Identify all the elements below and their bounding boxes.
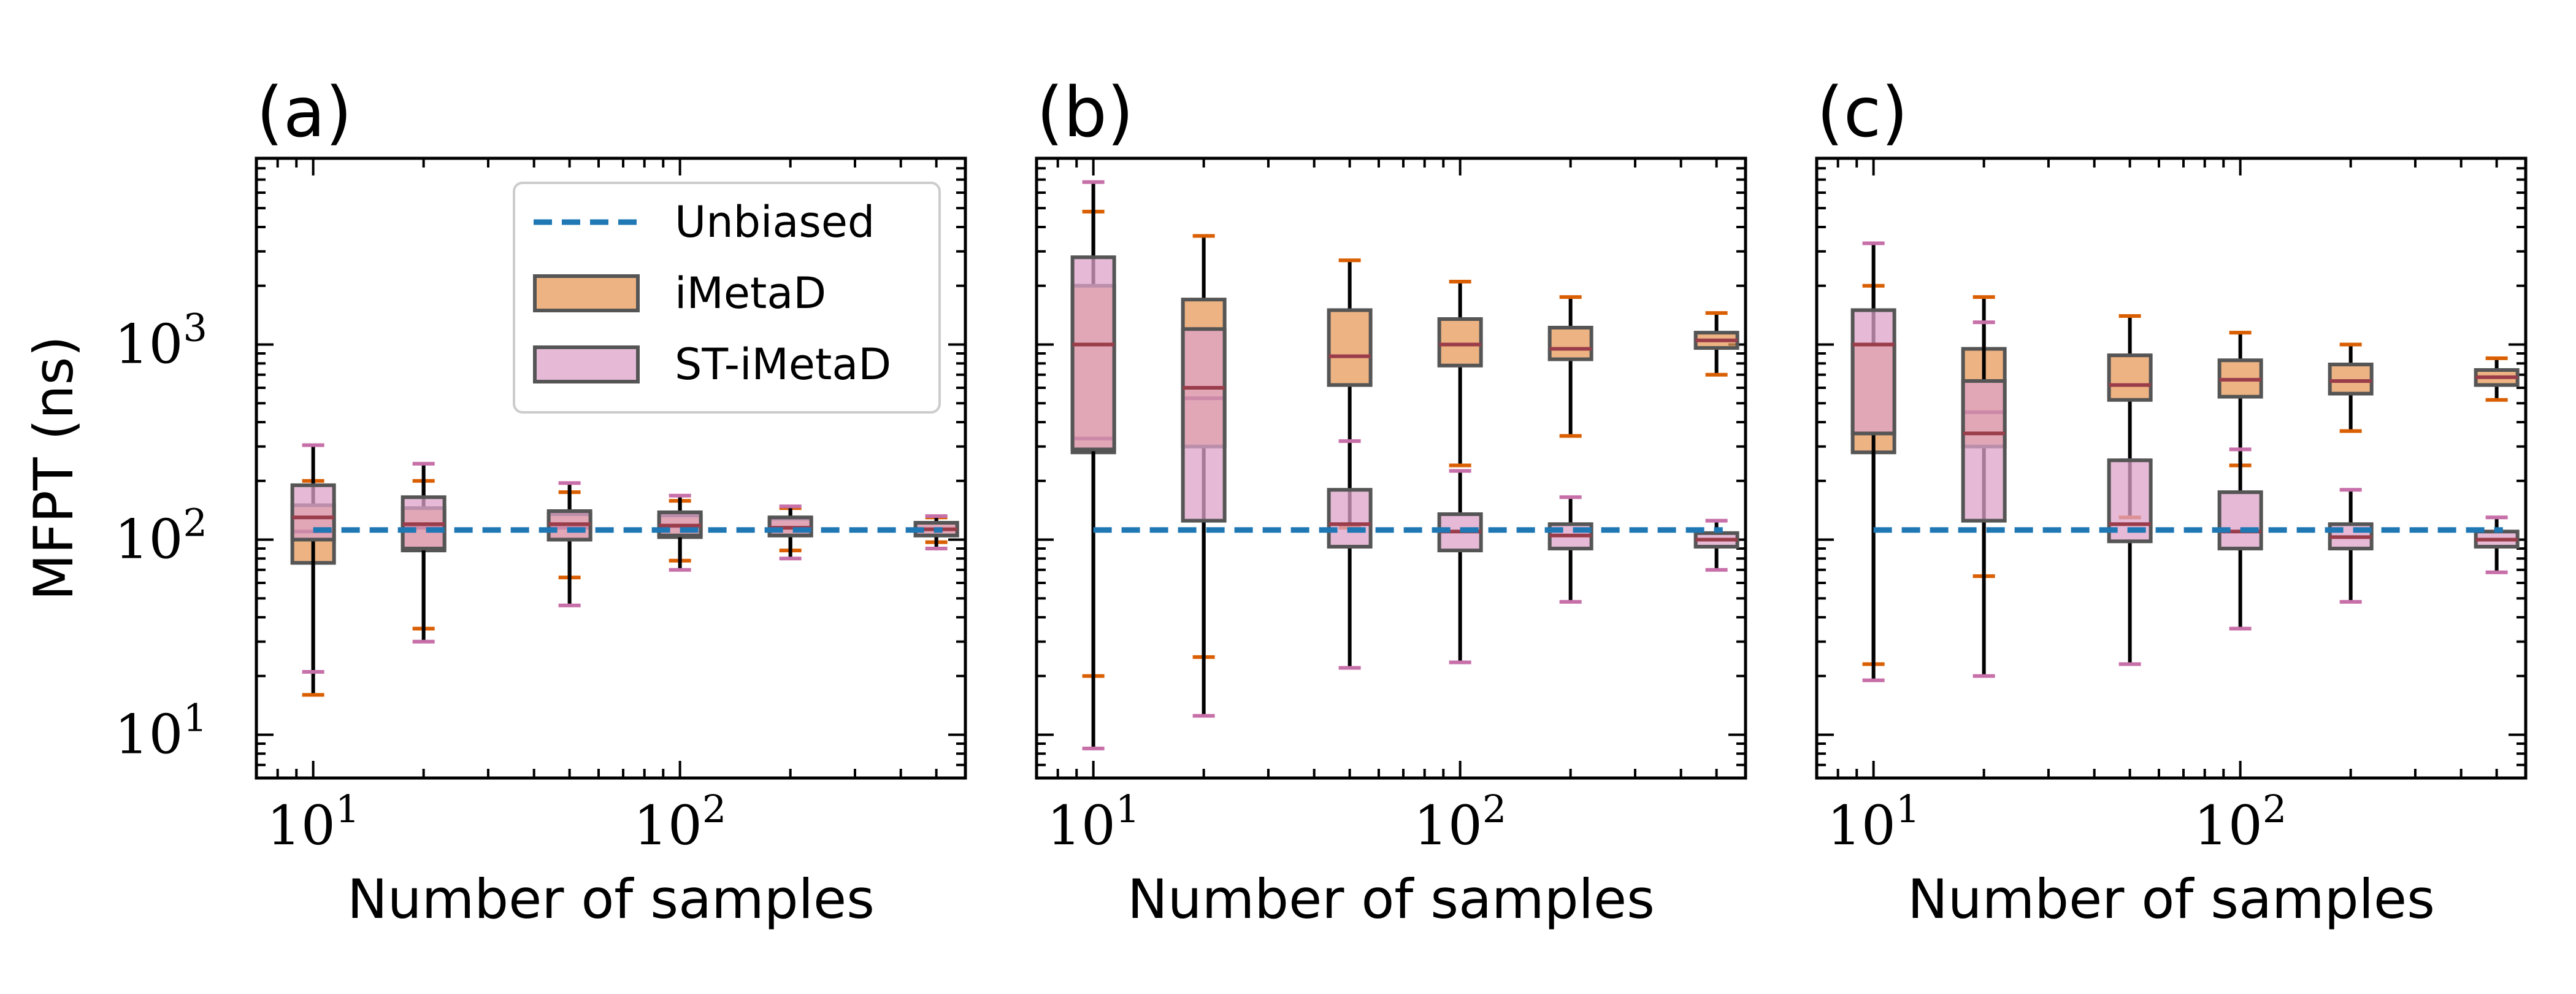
y-tick-label: 102 (115, 500, 207, 571)
box-st-imetad (1437, 469, 1483, 665)
box-iqr (1327, 308, 1373, 387)
box-iqr (1070, 255, 1116, 452)
box-st-imetad (2328, 488, 2374, 604)
box-st-imetad (2107, 458, 2153, 666)
panel-title: (b) (1037, 73, 1133, 153)
y-ticks (1817, 157, 2526, 779)
legend-item: Unbiased (534, 197, 875, 247)
box-iqr (1181, 327, 1227, 523)
box-imetad (1693, 311, 1739, 377)
x-tick-label: 101 (267, 787, 359, 857)
box-st-imetad (1181, 327, 1227, 718)
box-st-imetad (546, 481, 592, 607)
box-iqr (1850, 308, 1896, 436)
box-iqr (2217, 490, 2263, 551)
x-tick-label: 101 (1047, 787, 1140, 857)
box-imetad (1547, 295, 1593, 438)
box-iqr (1437, 317, 1483, 368)
x-axis-label: Number of samples (347, 868, 875, 931)
box-st-imetad (2217, 447, 2263, 631)
box-imetad (2328, 342, 2374, 433)
x-ticks (255, 158, 967, 778)
box-st-imetad (1327, 439, 1373, 670)
panel-c: (c) 101 102 Number of samples (1815, 73, 2528, 931)
legend-swatch (533, 345, 640, 383)
box-imetad (2217, 331, 2263, 468)
y-tick-label: 101 (115, 695, 207, 766)
legend-swatch (533, 274, 640, 312)
box-st-imetad (2474, 515, 2520, 574)
legend: Unbiased iMetaD ST-iMetaD (513, 182, 941, 414)
panel-b: (b) 101 102 Number of samples (1035, 73, 1747, 931)
box-iqr (1961, 379, 2007, 523)
box-st-imetad (401, 461, 447, 644)
box-iqr (1327, 488, 1373, 549)
plot-frame (1815, 156, 2528, 780)
plot-frame (255, 156, 967, 780)
box-imetad (2474, 356, 2520, 402)
box-st-imetad (1850, 241, 1896, 682)
panel-a: (a) 101 102 101 102 103 Number of samples Unbia… (115, 73, 967, 931)
x-tick-label: 102 (1414, 787, 1506, 857)
x-ticks (1815, 158, 2527, 778)
y-ticks (256, 157, 965, 779)
panel-title: (c) (1817, 73, 1908, 153)
box-imetad (1437, 279, 1483, 468)
legend-item: ST-iMetaD (533, 339, 891, 390)
box-st-imetad (1070, 180, 1116, 750)
box-iqr (1547, 325, 1593, 361)
x-tick-label: 101 (1827, 787, 1920, 857)
box-iqr (2107, 353, 2153, 402)
x-tick-label: 102 (634, 787, 726, 857)
y-ticks (1037, 157, 1746, 779)
box-st-imetad (1547, 495, 1593, 604)
x-tick-label: 102 (2194, 787, 2287, 857)
x-axis-label: Number of samples (1907, 868, 2435, 931)
legend-item: iMetaD (533, 268, 826, 318)
plot-frame (1035, 156, 1747, 780)
x-axis-label: Number of samples (1127, 868, 1655, 931)
box-iqr (2328, 363, 2374, 396)
legend-label: Unbiased (675, 197, 875, 247)
legend-label: iMetaD (675, 268, 826, 318)
box-st-imetad (657, 493, 703, 572)
box-st-imetad (1961, 320, 2007, 678)
x-ticks (1035, 158, 1747, 778)
y-tick-label: 103 (115, 305, 207, 376)
legend-label: ST-iMetaD (675, 339, 891, 390)
y-axis-label: MFPT (ns) (22, 336, 85, 601)
panel-title: (a) (256, 73, 352, 153)
